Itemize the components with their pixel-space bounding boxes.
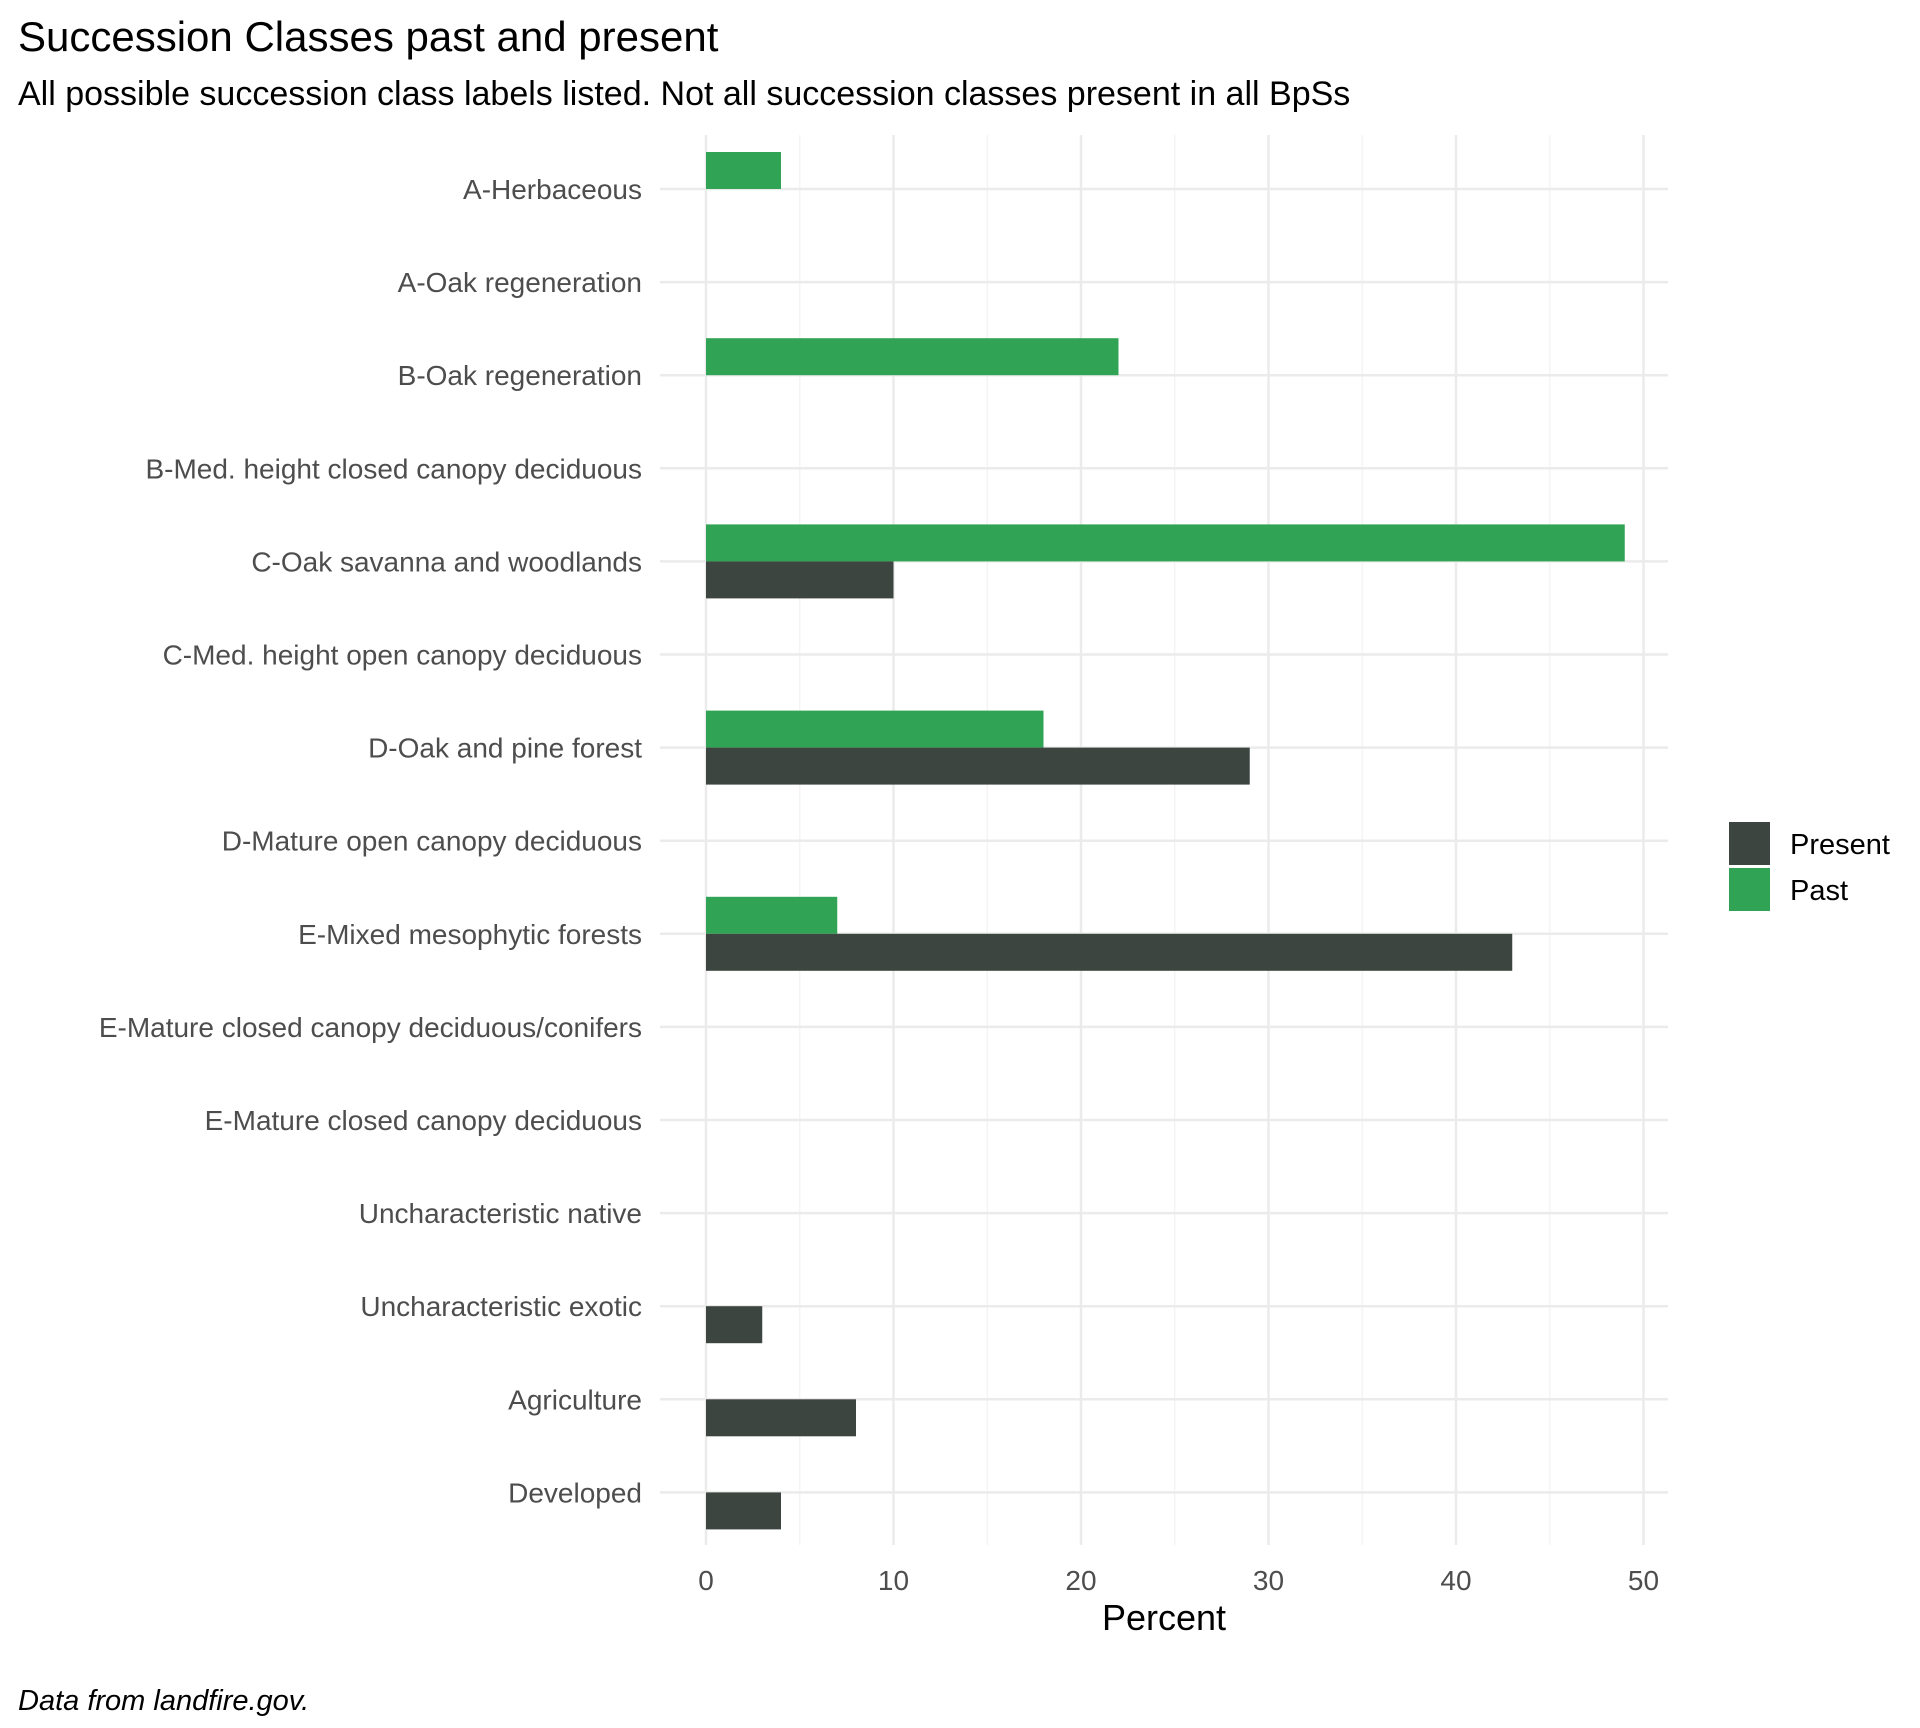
category-label: B-Med. height closed canopy deciduous bbox=[145, 453, 642, 484]
category-label: C-Med. height open canopy deciduous bbox=[163, 640, 642, 671]
chart-title: Succession Classes past and present bbox=[18, 13, 719, 60]
category-label: E-Mixed mesophytic forests bbox=[298, 919, 642, 950]
chart-caption: Data from landfire.gov. bbox=[18, 1685, 310, 1717]
x-tick-label: 30 bbox=[1253, 1565, 1284, 1596]
bars bbox=[706, 152, 1625, 1530]
x-tick-label: 40 bbox=[1440, 1565, 1471, 1596]
category-label: D-Mature open canopy deciduous bbox=[222, 826, 642, 857]
x-tick-label: 0 bbox=[698, 1565, 714, 1596]
category-label: Developed bbox=[508, 1477, 642, 1508]
x-tick-label: 10 bbox=[878, 1565, 909, 1596]
bar-past bbox=[706, 710, 1044, 748]
bar-present bbox=[706, 747, 1250, 785]
bar-present bbox=[706, 1399, 856, 1437]
category-label: Agriculture bbox=[508, 1384, 642, 1415]
bar-present bbox=[706, 561, 894, 599]
category-label: C-Oak savanna and woodlands bbox=[251, 546, 642, 577]
x-axis-title: Percent bbox=[1102, 1597, 1226, 1638]
legend-key-past bbox=[1729, 868, 1770, 911]
bar-past bbox=[706, 524, 1625, 562]
category-label: D-Oak and pine forest bbox=[368, 733, 642, 764]
category-label: E-Mature closed canopy deciduous bbox=[205, 1105, 642, 1136]
bar-present bbox=[706, 1492, 781, 1530]
category-labels: A-Herbaceous A-Oak regeneration B-Oak rege… bbox=[99, 174, 642, 1508]
chart-subtitle: All possible succession class labels lis… bbox=[18, 75, 1351, 113]
category-label: Uncharacteristic native bbox=[359, 1198, 642, 1229]
bar-past bbox=[706, 896, 838, 934]
bar-past bbox=[706, 338, 1119, 376]
legend-key-present bbox=[1729, 822, 1770, 865]
bar-present bbox=[706, 1306, 763, 1344]
legend: Present Past bbox=[1729, 822, 1890, 911]
x-tick-label: 50 bbox=[1628, 1565, 1659, 1596]
legend-label-present: Present bbox=[1790, 829, 1890, 861]
x-tick-labels: 0 10 20 30 40 50 bbox=[698, 1565, 1659, 1596]
category-label: Uncharacteristic exotic bbox=[360, 1291, 642, 1322]
x-tick-label: 20 bbox=[1065, 1565, 1096, 1596]
category-label: E-Mature closed canopy deciduous/conifer… bbox=[99, 1012, 642, 1043]
category-label: B-Oak regeneration bbox=[398, 360, 642, 391]
category-label: A-Oak regeneration bbox=[398, 267, 642, 298]
bar-present bbox=[706, 933, 1513, 971]
category-label: A-Herbaceous bbox=[463, 174, 642, 205]
legend-label-past: Past bbox=[1790, 875, 1848, 907]
bar-past bbox=[706, 152, 781, 189]
